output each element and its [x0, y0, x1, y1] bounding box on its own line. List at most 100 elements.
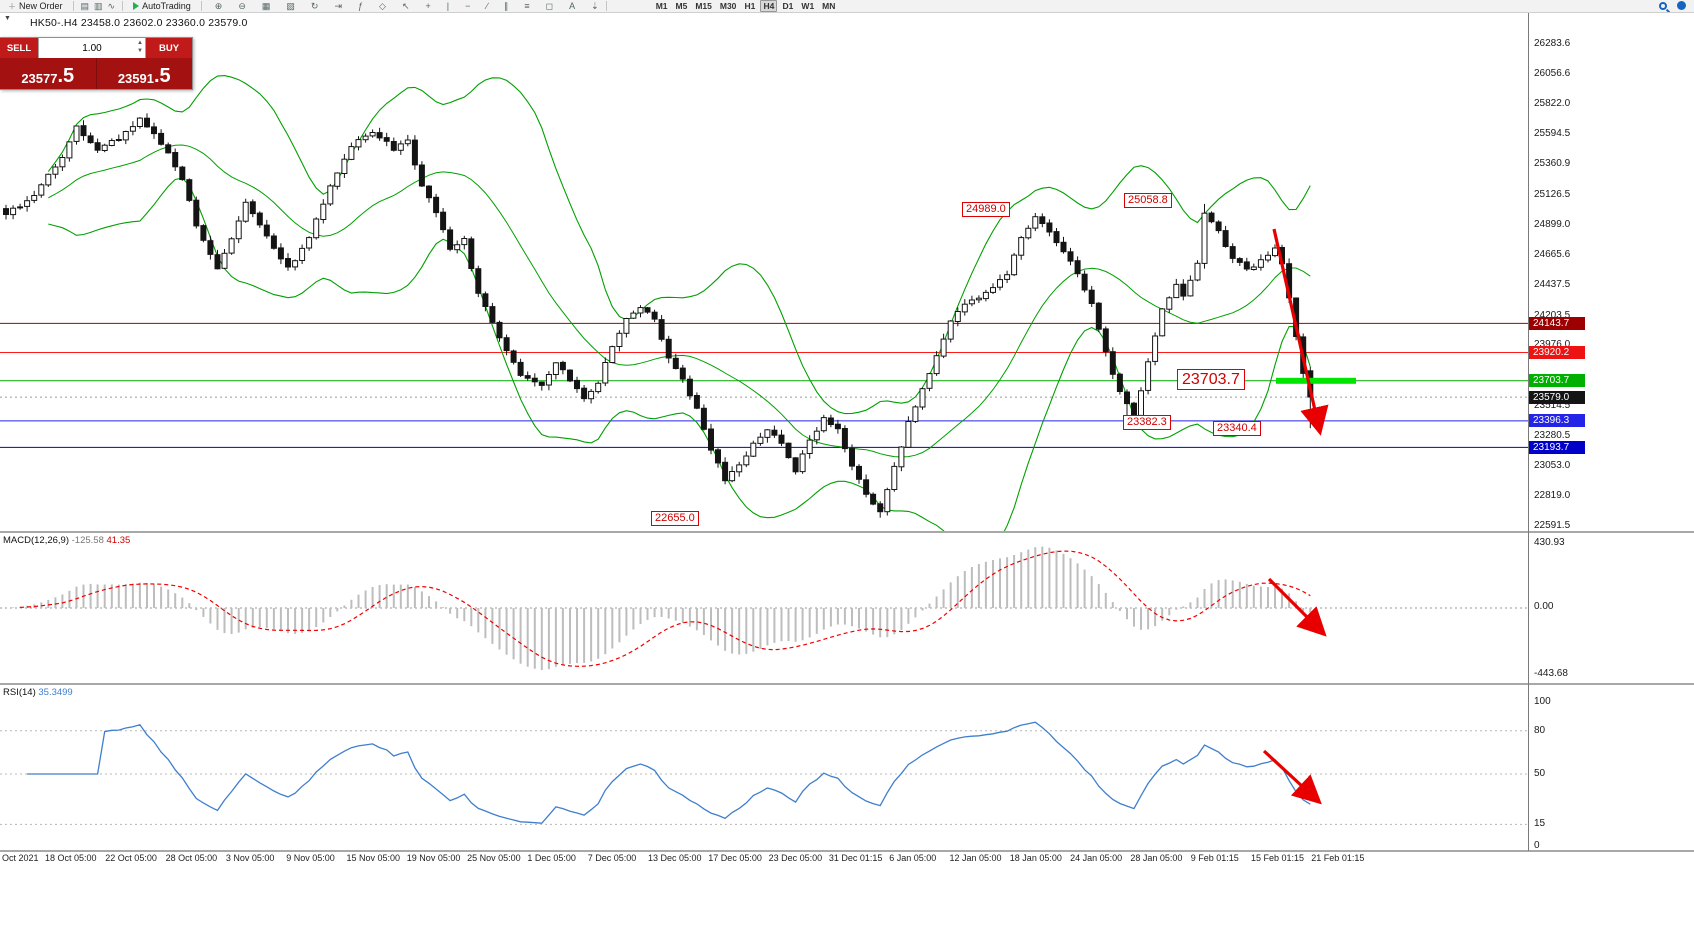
- shapes-icon[interactable]: ◻: [545, 1, 554, 11]
- volume-down-button[interactable]: ▼: [137, 48, 143, 54]
- price-axis-label: 23976.0: [1534, 339, 1571, 351]
- rsi-axis-label: 80: [1534, 724, 1546, 736]
- panel-divider[interactable]: [0, 531, 1694, 533]
- bar-chart-icon[interactable]: ▤: [80, 1, 90, 11]
- price-annotation[interactable]: 23703.7: [1177, 369, 1245, 390]
- time-axis-label: 18 Jan 05:00: [1009, 853, 1062, 863]
- hline-price-tag[interactable]: 23703.7: [1529, 374, 1585, 388]
- time-axis-label: 19 Nov 05:00: [406, 853, 461, 863]
- timeframe-m5-button[interactable]: M5: [675, 1, 688, 11]
- candlestick-chart-icon[interactable]: ▥: [94, 1, 103, 11]
- buy-button[interactable]: BUY: [146, 38, 192, 58]
- time-axis-label: 28 Oct 05:00: [165, 853, 218, 863]
- price-annotation[interactable]: 25058.8: [1124, 193, 1172, 208]
- volume-up-button[interactable]: ▲: [137, 40, 143, 46]
- channel-icon[interactable]: ∥: [503, 1, 509, 11]
- time-axis-label: 6 Jan 05:00: [889, 853, 937, 863]
- price-axis-label: 23053.0: [1534, 459, 1571, 471]
- arrows-tool-icon[interactable]: ⇣: [591, 1, 599, 11]
- timeframe-m30-button[interactable]: M30: [719, 1, 737, 11]
- candlestick-series: [3, 113, 1314, 518]
- price-annotation[interactable]: 23340.4: [1213, 421, 1261, 436]
- toolbar-right-icons: [1659, 1, 1686, 10]
- price-chart-panel[interactable]: ▼ HK50-.H4 23458.0 23602.0 23360.0 23579…: [0, 14, 1694, 531]
- toolbar-icon-group: ⊕ ⊖ ▦ ▧ ↻ ⇥ ƒ ◇ ↖ + | − ∕ ∥ ≡ ◻ A ⇣: [215, 0, 599, 12]
- fibonacci-icon[interactable]: ≡: [524, 1, 530, 11]
- navigator-icon[interactable]: ▧: [286, 1, 295, 11]
- price-chart-canvas[interactable]: [0, 14, 1694, 531]
- price-annotation[interactable]: 22655.0: [651, 511, 699, 526]
- cursor-icon[interactable]: ↖: [401, 1, 410, 11]
- oneclick-toggle-arrow[interactable]: ▼: [4, 15, 11, 22]
- hline-price-tag[interactable]: 23193.7: [1529, 440, 1585, 454]
- crosshair-icon[interactable]: +: [425, 1, 431, 11]
- timeframe-h4-button[interactable]: H4: [760, 0, 778, 12]
- timeframe-mn-button[interactable]: MN: [822, 1, 836, 11]
- timeframe-w1-button[interactable]: W1: [801, 1, 815, 11]
- auto-scroll-icon[interactable]: ↻: [310, 1, 319, 11]
- timeframe-m15-button[interactable]: M15: [695, 1, 712, 11]
- time-axis-label: 13 Dec 05:00: [648, 853, 702, 863]
- horizontal-line-icon[interactable]: −: [465, 1, 471, 11]
- toolbar-separator: [605, 1, 607, 11]
- macd-histogram: [12, 546, 1312, 670]
- price-annotation[interactable]: 23382.3: [1123, 415, 1171, 430]
- hline-price-tag[interactable]: 23920.2: [1529, 346, 1585, 360]
- search-icon[interactable]: [1659, 1, 1667, 10]
- panel-divider: [0, 850, 1694, 852]
- chart-type-icon-group: ▤ ▥ ∿: [81, 0, 116, 12]
- price-axis-label: 26283.6: [1534, 38, 1571, 49]
- community-icon[interactable]: [1677, 1, 1686, 10]
- rsi-indicator-panel[interactable]: RSI(14) 35.3499: [0, 685, 1694, 850]
- time-axis-label: 24 Jan 05:00: [1070, 853, 1123, 863]
- autotrading-label: AutoTrading: [142, 1, 191, 11]
- macd-axis-bottom: -443.68: [1534, 668, 1568, 679]
- volume-input[interactable]: [55, 42, 129, 54]
- time-axis-label: 7 Dec 05:00: [587, 853, 637, 863]
- time-scale[interactable]: Oct 2021 18 Oct 05:00 22 Oct 05:00 28 Oct 0…: [0, 852, 1694, 868]
- time-axis-label: 31 Dec 01:15: [828, 853, 883, 863]
- buy-price-frac: .5: [153, 65, 171, 87]
- hline-price-tag[interactable]: 23396.3: [1529, 414, 1585, 428]
- time-axis-label: 18 Oct 05:00: [45, 853, 97, 863]
- new-order-button[interactable]: ＋ New Order: [5, 1, 66, 12]
- buy-price[interactable]: 23591.5: [97, 58, 193, 89]
- price-axis-label: 26056.6: [1534, 67, 1571, 79]
- timeframe-m1-button[interactable]: M1: [655, 1, 668, 11]
- line-chart-icon[interactable]: ∿: [107, 1, 116, 11]
- autotrading-play-icon: [133, 2, 140, 10]
- templates-icon[interactable]: ◇: [379, 1, 386, 11]
- time-axis-label: 3 Nov 05:00: [225, 853, 275, 863]
- zoom-out-icon[interactable]: ⊖: [238, 1, 246, 11]
- price-axis-label: 25126.5: [1534, 189, 1571, 201]
- price-axis-label: 24203.5: [1534, 309, 1571, 321]
- rsi-line: [27, 721, 1311, 824]
- indicators-icon[interactable]: ƒ: [358, 1, 364, 11]
- time-axis-label: 21 Feb 01:15: [1311, 853, 1365, 863]
- sell-button[interactable]: SELL: [0, 38, 38, 58]
- panel-divider[interactable]: [0, 683, 1694, 685]
- timeframe-d1-button[interactable]: D1: [782, 1, 794, 11]
- hline-price-tag[interactable]: 24143.7: [1529, 316, 1585, 330]
- time-axis-label: 22 Oct 05:00: [105, 853, 157, 863]
- new-order-label: New Order: [19, 1, 63, 11]
- macd-canvas: [0, 546, 1528, 670]
- autotrading-button[interactable]: AutoTrading: [130, 1, 194, 11]
- macd-indicator-panel[interactable]: MACD(12,26,9) -125.58 41.35: [0, 533, 1694, 683]
- sell-price[interactable]: 23577.5: [0, 58, 97, 89]
- text-label-icon[interactable]: A: [569, 1, 576, 11]
- price-annotation[interactable]: 24989.0: [962, 202, 1010, 217]
- price-axis-label: 23280.5: [1534, 430, 1571, 442]
- volume-spinner: ▲ ▼: [137, 39, 143, 55]
- vertical-line-icon[interactable]: |: [446, 1, 450, 11]
- current-price-tag[interactable]: 23579.0: [1529, 390, 1585, 404]
- chart-shift-icon[interactable]: ⇥: [334, 1, 343, 11]
- tile-windows-icon[interactable]: ▦: [261, 1, 271, 11]
- trendline-icon[interactable]: ∕: [486, 1, 488, 11]
- sell-price-frac: .5: [57, 65, 75, 87]
- price-scale[interactable]: 26283.6 26056.6 25822.0 25594.5 25360.9 25126…: [1528, 0, 1694, 935]
- zoom-in-icon[interactable]: ⊕: [214, 1, 223, 11]
- timeframe-h1-button[interactable]: H1: [744, 1, 756, 11]
- price-axis-label: 25822.0: [1534, 98, 1571, 110]
